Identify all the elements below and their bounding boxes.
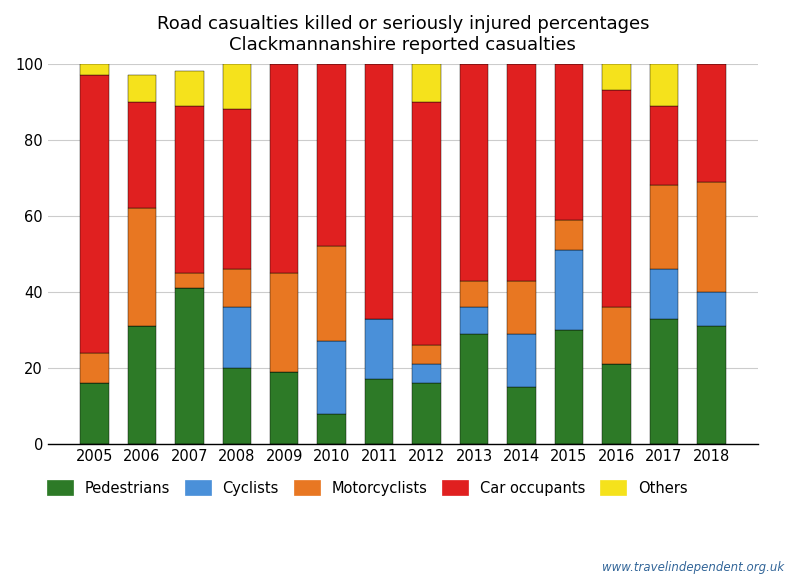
Bar	[460, 281, 488, 307]
Bar	[650, 64, 678, 106]
Bar	[270, 273, 298, 372]
Bar	[412, 364, 441, 383]
Bar	[175, 288, 203, 444]
Bar	[318, 414, 346, 444]
Bar	[697, 326, 726, 444]
Bar	[222, 64, 251, 110]
Bar	[127, 326, 156, 444]
Bar	[127, 208, 156, 326]
Bar	[175, 273, 203, 288]
Bar	[412, 345, 441, 364]
Bar	[318, 64, 346, 246]
Bar	[127, 75, 156, 102]
Bar	[697, 292, 726, 326]
Bar	[507, 64, 536, 281]
Bar	[507, 387, 536, 444]
Title: Road casualties killed or seriously injured percentages
Clackmannanshire reporte: Road casualties killed or seriously inju…	[157, 15, 649, 54]
Bar	[80, 383, 109, 444]
Bar	[697, 182, 726, 292]
Bar	[650, 186, 678, 269]
Bar	[365, 318, 394, 379]
Text: www.travelindependent.org.uk: www.travelindependent.org.uk	[602, 561, 784, 574]
Bar	[460, 64, 488, 281]
Bar	[554, 330, 583, 444]
Bar	[318, 246, 346, 342]
Bar	[554, 250, 583, 330]
Bar	[175, 106, 203, 273]
Bar	[127, 102, 156, 208]
Bar	[270, 372, 298, 444]
Bar	[412, 64, 441, 102]
Bar	[365, 379, 394, 444]
Bar	[602, 64, 630, 90]
Bar	[80, 353, 109, 383]
Bar	[222, 269, 251, 307]
Bar	[412, 383, 441, 444]
Bar	[507, 281, 536, 334]
Bar	[650, 106, 678, 186]
Bar	[507, 334, 536, 387]
Bar	[80, 75, 109, 353]
Bar	[554, 220, 583, 250]
Legend: Pedestrians, Cyclists, Motorcyclists, Car occupants, Others: Pedestrians, Cyclists, Motorcyclists, Ca…	[41, 474, 693, 502]
Bar	[554, 64, 583, 220]
Bar	[222, 110, 251, 269]
Bar	[650, 318, 678, 444]
Bar	[412, 102, 441, 345]
Bar	[222, 307, 251, 368]
Bar	[697, 64, 726, 182]
Bar	[460, 334, 488, 444]
Bar	[602, 364, 630, 444]
Bar	[318, 342, 346, 414]
Bar	[602, 90, 630, 307]
Bar	[365, 64, 394, 318]
Bar	[270, 64, 298, 273]
Bar	[222, 368, 251, 444]
Bar	[650, 269, 678, 318]
Bar	[602, 307, 630, 364]
Bar	[175, 71, 203, 106]
Bar	[460, 307, 488, 334]
Bar	[80, 64, 109, 75]
